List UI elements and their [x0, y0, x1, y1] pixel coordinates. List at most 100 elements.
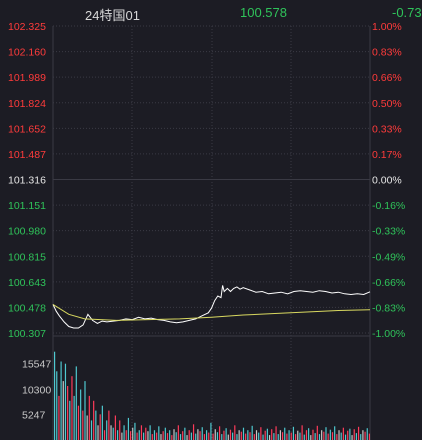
volume-tick-label: 10300: [22, 384, 51, 396]
volume-bar: [260, 427, 262, 440]
volume-bar: [56, 371, 58, 440]
volume-bar: [188, 430, 190, 440]
volume-bar: [69, 400, 71, 440]
volume-bar: [119, 420, 121, 440]
volume-bar: [242, 427, 245, 440]
volume-bar: [190, 432, 192, 440]
volume-bar: [162, 431, 164, 440]
volume-bar: [116, 430, 119, 440]
volume-bar: [286, 433, 288, 440]
volume-bar: [88, 395, 90, 440]
volume-bar: [279, 430, 281, 440]
volume-bar: [249, 432, 251, 440]
volume-bar: [355, 433, 357, 440]
price-tick-label: 101.824: [8, 98, 46, 110]
volume-bar: [103, 430, 106, 440]
volume-bar: [225, 428, 227, 440]
volume-bar: [295, 434, 297, 440]
volume-bar: [362, 430, 364, 440]
price-tick-label: 100.815: [8, 251, 46, 263]
volume-bar: [62, 381, 64, 440]
volume-bar: [299, 432, 301, 440]
volume-bar: [321, 430, 323, 440]
volume-bar: [349, 428, 351, 440]
volume-bar: [58, 395, 60, 440]
volume-bar: [136, 432, 138, 440]
percent-tick-label: 0.00%: [372, 175, 402, 187]
volume-bar: [216, 432, 219, 440]
volume-bar: [192, 424, 195, 440]
volume-bar: [212, 433, 214, 440]
volume-bar: [338, 430, 340, 440]
volume-bar: [247, 430, 249, 440]
volume-bar: [106, 420, 108, 440]
volume-bar: [329, 429, 331, 440]
volume-bar: [292, 426, 295, 440]
volume-bar: [101, 405, 103, 440]
volume-tick-label: 15547: [22, 359, 51, 371]
volume-bar: [271, 429, 273, 440]
price-lines: [52, 285, 371, 329]
volume-bar: [64, 363, 67, 440]
volume-bar: [160, 434, 162, 440]
percent-tick-label: -0.16%: [372, 200, 405, 212]
volume-bar: [210, 422, 212, 440]
volume-bar: [310, 435, 312, 440]
percent-tick-label: 0.50%: [372, 98, 402, 110]
volume-bar: [273, 433, 275, 440]
last-price: 100.578: [240, 5, 287, 20]
volume-bar: [364, 431, 366, 440]
volume-bar: [153, 430, 156, 440]
volume-bar: [232, 432, 234, 440]
percent-tick-label: -1.00%: [372, 328, 405, 340]
volume-bar: [127, 417, 130, 440]
volume-bar: [262, 434, 264, 440]
security-name: 24特国01: [85, 8, 140, 23]
volume-bar: [71, 376, 73, 440]
volume-bar: [93, 400, 95, 440]
volume-bar: [54, 351, 56, 440]
volume-bar: [171, 435, 173, 440]
chart-grid: [52, 25, 371, 440]
volume-bar: [347, 430, 349, 440]
percent-tick-label: -0.66%: [372, 277, 405, 289]
volume-bar: [156, 432, 158, 440]
percent-tick-label: 0.17%: [372, 149, 402, 161]
volume-bar: [123, 425, 125, 440]
percent-tick-label: -0.33%: [372, 226, 405, 238]
volume-bar: [229, 429, 232, 440]
volume-bar: [234, 425, 236, 440]
price-tick-label: 101.652: [8, 123, 46, 135]
volume-bar: [236, 434, 238, 440]
volume-bar: [208, 432, 210, 440]
volume-bar: [112, 427, 114, 440]
price-tick-label: 101.989: [8, 72, 46, 84]
volume-axis-labels: 15547 10300 5247: [22, 359, 51, 422]
volume-bar: [268, 435, 271, 440]
volume-bar: [351, 435, 353, 440]
volume-bar: [301, 425, 303, 440]
volume-bar: [288, 430, 290, 440]
price-tick-label: 100.478: [8, 302, 46, 314]
volume-bar: [84, 381, 86, 440]
volume-bar: [219, 426, 221, 440]
percent-tick-label: 0.83%: [372, 47, 402, 59]
volume-bar: [197, 429, 199, 440]
volume-bar: [255, 430, 258, 440]
volume-bar: [325, 427, 327, 440]
percent-tick-label: -0.83%: [372, 302, 405, 314]
percent-tick-label: 1.00%: [372, 21, 402, 33]
price-tick-label: 100.643: [8, 277, 46, 289]
volume-bar: [245, 433, 247, 440]
volume-bar: [175, 432, 177, 440]
price-tick-label: 100.980: [8, 226, 46, 238]
volume-bar: [266, 428, 268, 440]
volume-bar: [158, 426, 160, 440]
volume-bar: [360, 434, 362, 440]
volume-bar: [240, 431, 242, 440]
volume-bar: [134, 422, 136, 440]
volume-bar: [312, 429, 314, 440]
volume-bar: [253, 434, 255, 440]
volume-bar: [90, 420, 93, 440]
